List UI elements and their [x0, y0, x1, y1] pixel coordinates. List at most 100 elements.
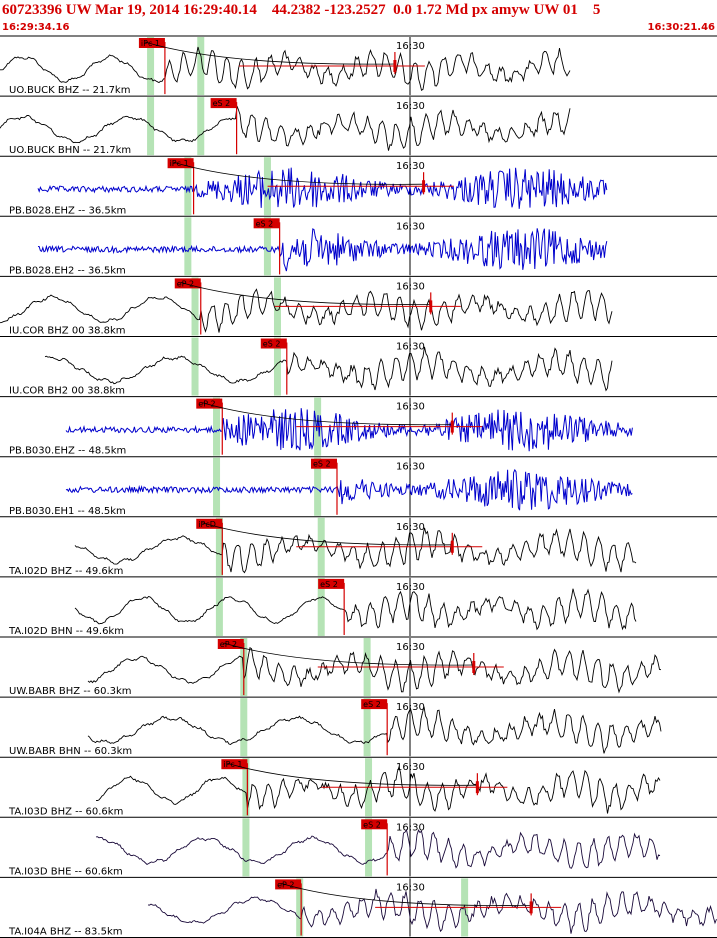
green-marker-4-0: [191, 277, 199, 336]
minute-tick-label-14: 16:30: [396, 882, 425, 893]
waveform-9: [74, 588, 637, 631]
pick-box-7: [310, 458, 337, 469]
pick-box-9: [318, 578, 345, 589]
green-marker-2-1: [263, 157, 271, 216]
pick-box-6: [196, 398, 223, 409]
pick-box-3: [253, 218, 280, 229]
waveform-2: [37, 167, 608, 209]
trace-label-4: IU.COR BHZ 00 38.8km: [9, 326, 126, 337]
coda-end-marker-0: [393, 60, 397, 72]
coda-curve-2: [173, 161, 424, 185]
pick-label-13: eS 2: [363, 820, 381, 829]
coda-curve-0: [144, 41, 395, 65]
trace-label-5: IU.COR BH2 00 38.8km: [9, 386, 125, 397]
waveform-5: [44, 346, 613, 392]
waveform-13: [95, 828, 661, 869]
waveform-14: [147, 888, 717, 934]
green-marker-11-1: [363, 698, 371, 757]
green-marker-9-1: [317, 577, 325, 636]
green-marker-6-0: [213, 397, 221, 456]
pick-box-0: [138, 38, 165, 48]
trace-label-9: TA.I02D BHN -- 49.6km: [8, 626, 124, 637]
minute-tick-label-4: 16:30: [396, 281, 425, 292]
minute-tick-label-8: 16:30: [396, 522, 425, 533]
green-marker-7-1: [314, 457, 322, 516]
minute-tick-label-2: 16:30: [396, 161, 425, 172]
pick-label-7: eS 2: [313, 460, 331, 469]
coda-end-marker-4: [429, 300, 433, 313]
green-marker-0-1: [197, 37, 205, 96]
minute-tick-label-5: 16:30: [396, 342, 425, 353]
green-marker-12-0: [242, 758, 250, 817]
green-marker-3-0: [184, 217, 192, 276]
pick-box-5: [260, 338, 287, 349]
coda-curve-10: [223, 642, 474, 666]
green-marker-2-0: [184, 157, 192, 216]
pick-label-9: eS 2: [320, 580, 338, 589]
trace-label-7: PB.B030.EH1 -- 48.5km: [9, 506, 126, 517]
coda-end-marker-8: [450, 540, 454, 553]
trace-label-13: TA.I03D BHE -- 60.6km: [8, 866, 123, 877]
trace-label-0: UO.BUCK BHZ -- 21.7km: [9, 85, 130, 96]
coda-curve-4: [180, 282, 431, 305]
coda-end-marker-10: [472, 661, 476, 673]
green-marker-1-1: [197, 97, 205, 156]
green-marker-5-1: [273, 337, 281, 396]
coda-curve-6: [202, 402, 453, 426]
trace-label-8: TA.I02D BHZ -- 49.6km: [8, 566, 123, 577]
waveform-8: [74, 527, 637, 574]
minute-tick-label-6: 16:30: [396, 402, 425, 413]
green-marker-13-1: [365, 818, 373, 877]
minute-tick-label-11: 16:30: [396, 702, 425, 713]
green-marker-13-0: [242, 818, 250, 877]
green-marker-11-0: [240, 698, 248, 757]
trace-label-10: UW.BABR BHZ -- 60.3km: [9, 686, 132, 697]
window-start-time: 16:29:34.16: [2, 22, 70, 33]
coda-end-marker-12: [475, 781, 479, 794]
pick-label-3: eS 2: [256, 219, 274, 228]
waveform-1: [0, 105, 571, 151]
green-marker-14-0: [296, 878, 304, 937]
coda-end-marker-14: [529, 901, 533, 914]
green-marker-0-0: [147, 37, 155, 96]
trace-label-12: TA.I03D BHZ -- 60.6km: [8, 806, 123, 817]
event-header-title: 60723396 UW Mar 19, 2014 16:29:40.14 44.…: [2, 2, 601, 18]
coda-curve-14: [281, 883, 532, 906]
green-marker-8-0: [215, 517, 223, 576]
trace-label-11: UW.BABR BHN -- 60.3km: [9, 746, 132, 757]
trace-label-14: TA.I04A BHZ -- 83.5km: [8, 927, 122, 938]
green-marker-5-0: [191, 337, 199, 396]
window-end-time: 16:30:21.46: [647, 22, 715, 33]
pick-box-1: [210, 98, 237, 109]
pick-box-10: [217, 639, 244, 649]
minute-tick-label-12: 16:30: [396, 762, 425, 773]
minute-tick-label-7: 16:30: [396, 462, 425, 473]
green-marker-7-0: [213, 457, 221, 516]
waveform-0: [0, 46, 571, 92]
waveform-10: [87, 646, 662, 694]
coda-end-marker-2: [422, 180, 426, 193]
pick-box-2: [167, 158, 194, 169]
waveform-11: [87, 706, 662, 754]
pick-label-11: eS 2: [363, 700, 381, 709]
green-marker-3-1: [263, 217, 271, 276]
pick-box-14: [275, 879, 302, 890]
waveform-12: [95, 765, 661, 814]
minute-tick-label-1: 16:30: [396, 101, 425, 112]
minute-tick-label-9: 16:30: [396, 582, 425, 593]
coda-curve-8: [202, 522, 453, 546]
pick-box-13: [361, 819, 388, 830]
trace-label-2: PB.B028.EHZ -- 36.5km: [9, 205, 126, 216]
trace-label-1: UO.BUCK BHN -- 21.7km: [9, 145, 131, 156]
waveform-3: [37, 228, 608, 272]
waveform-6: [65, 408, 633, 452]
waveform-7: [65, 468, 633, 511]
coda-end-marker-6: [450, 420, 454, 433]
minute-tick-label-13: 16:30: [396, 822, 425, 833]
pick-label-1: eS 2: [213, 99, 231, 108]
pick-box-8: [196, 518, 223, 529]
trace-label-3: PB.B028.EH2 -- 36.5km: [9, 265, 126, 276]
pick-box-12: [221, 759, 248, 770]
waveform-4: [0, 288, 613, 333]
trace-label-6: PB.B030.EHZ -- 48.5km: [9, 446, 126, 457]
